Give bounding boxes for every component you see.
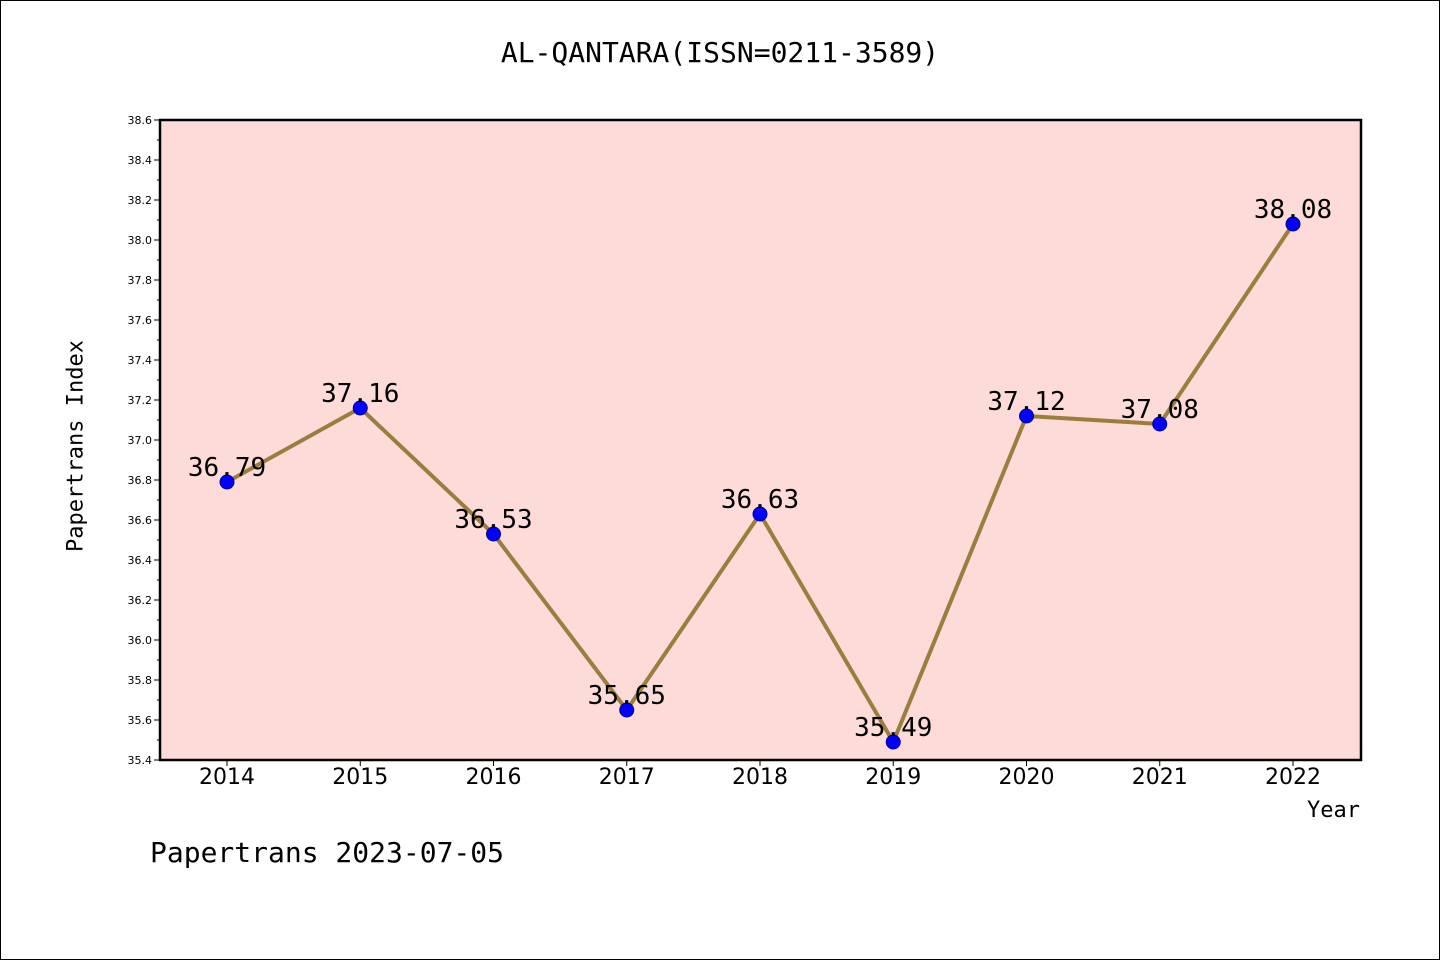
y-tick-label: 36.0 xyxy=(128,634,153,647)
data-label: 38.08 xyxy=(1254,195,1332,225)
plot-area xyxy=(160,120,1361,760)
x-tick-label: 2021 xyxy=(1132,765,1188,790)
y-tick-label: 36.2 xyxy=(128,594,153,607)
x-axis-label: Year xyxy=(1307,798,1360,823)
data-point xyxy=(752,506,768,522)
y-tick-label: 38.0 xyxy=(128,234,153,247)
data-label: 37.08 xyxy=(1121,395,1199,425)
y-tick-label: 38.4 xyxy=(128,154,153,167)
y-tick-label: 36.4 xyxy=(128,554,153,567)
data-label: 37.16 xyxy=(321,379,399,409)
y-axis-label: Papertrans Index xyxy=(63,340,89,552)
data-point xyxy=(1285,216,1301,232)
data-point xyxy=(1019,408,1034,424)
x-tick-label: 2019 xyxy=(865,765,921,790)
data-point xyxy=(219,474,235,490)
plot-border xyxy=(158,118,1363,762)
data-point xyxy=(1152,416,1168,432)
y-tick-label: 36.6 xyxy=(128,514,153,527)
data-label: 35.49 xyxy=(854,713,932,743)
y-tick-label: 37.6 xyxy=(128,314,153,327)
data-label: 36.79 xyxy=(188,453,266,483)
data-point xyxy=(486,526,501,542)
x-tick-label: 2022 xyxy=(1265,765,1321,790)
data-label: 37.12 xyxy=(987,387,1065,417)
y-tick-label: 35.8 xyxy=(128,674,153,687)
x-tick-label: 2020 xyxy=(999,765,1055,790)
x-tick-label: 2015 xyxy=(332,765,388,790)
data-label: 36.63 xyxy=(721,485,799,515)
y-tick-label: 35.4 xyxy=(128,754,153,767)
data-label: 36.53 xyxy=(454,505,532,535)
data-label: 35.65 xyxy=(588,681,666,711)
chart-title: AL-QANTARA(ISSN=0211-3589) xyxy=(500,36,940,69)
x-tick-label: 2017 xyxy=(599,765,655,790)
y-tick-label: 36.8 xyxy=(128,474,153,487)
data-point xyxy=(619,702,635,718)
y-tick-label: 35.6 xyxy=(128,714,153,727)
x-tick-label: 2014 xyxy=(199,765,255,790)
footer-text: Papertrans 2023-07-05 xyxy=(150,836,505,869)
y-tick-label: 38.2 xyxy=(128,194,153,207)
x-tick-label: 2018 xyxy=(732,765,788,790)
y-tick-label: 37.0 xyxy=(128,434,153,447)
y-tick-label: 37.8 xyxy=(128,274,153,287)
y-tick-label: 37.2 xyxy=(128,394,153,407)
data-point xyxy=(885,734,901,750)
x-tick-label: 2016 xyxy=(466,765,522,790)
y-tick-label: 37.4 xyxy=(128,354,153,367)
y-tick-label: 38.6 xyxy=(128,114,153,127)
data-point xyxy=(352,400,368,416)
